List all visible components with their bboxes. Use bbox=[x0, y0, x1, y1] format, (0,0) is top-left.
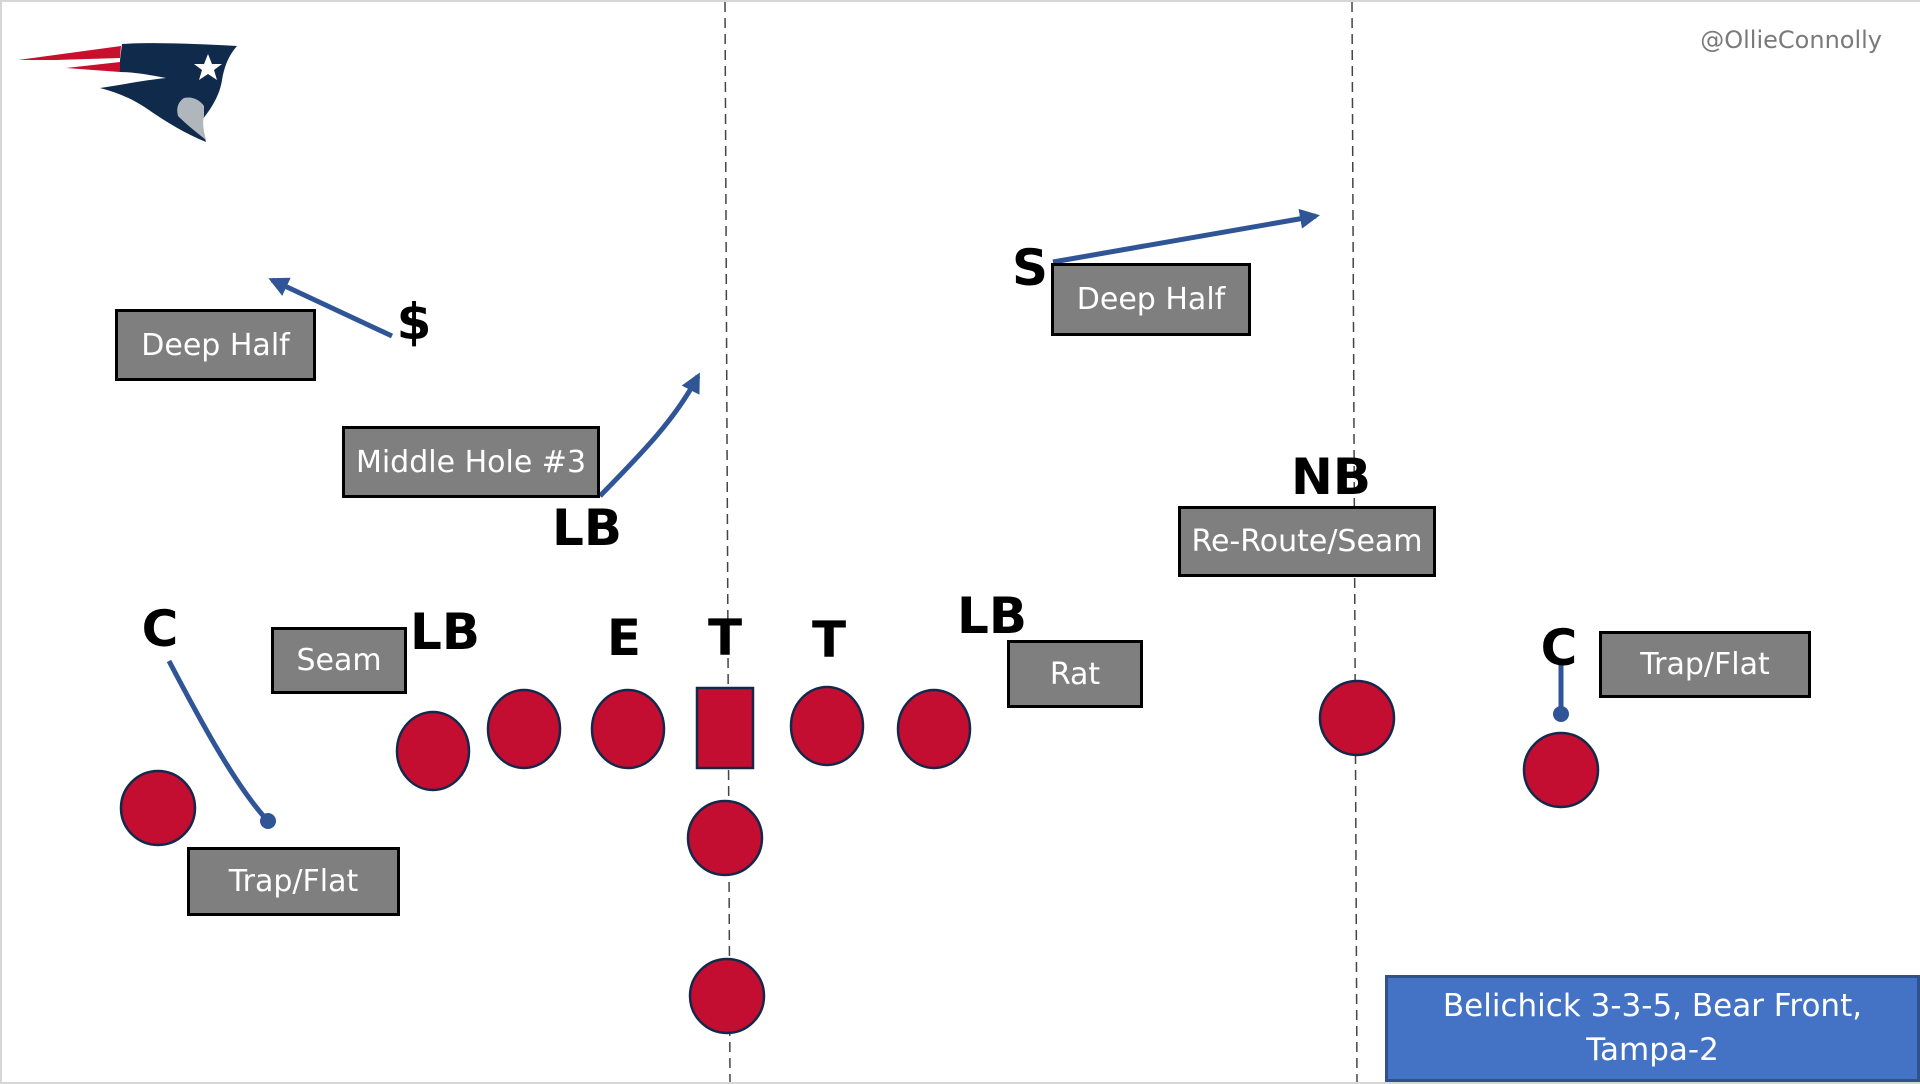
label-lb-middle: LB bbox=[552, 499, 622, 557]
patriots-logo-icon bbox=[18, 43, 237, 143]
label-corner-left: C bbox=[141, 600, 179, 658]
player-te bbox=[395, 710, 471, 792]
player-lt bbox=[486, 688, 562, 770]
diagram-title: Belichick 3-3-5, Bear Front, Tampa-2 bbox=[1385, 975, 1920, 1082]
label-safety: S bbox=[1011, 239, 1049, 297]
player-qb bbox=[686, 799, 764, 877]
label-dollar: $ bbox=[396, 293, 432, 351]
author-handle: @OllieConnolly bbox=[1700, 26, 1882, 54]
slide-top-border bbox=[0, 0, 1920, 2]
diagram-title-line2: Tampa-2 bbox=[1586, 1031, 1719, 1068]
label-tackle-right: T bbox=[811, 611, 847, 669]
route-arrow-dollar bbox=[268, 277, 394, 339]
route-arrow-safety bbox=[1052, 208, 1320, 265]
route-endpoint-dot-right bbox=[1553, 706, 1569, 722]
assignment-rat: Rat bbox=[1007, 640, 1143, 708]
label-lb-left: LB bbox=[410, 603, 480, 661]
route-corner-left bbox=[166, 659, 269, 822]
slide-left-border bbox=[0, 0, 2, 1084]
assignment-seam: Seam bbox=[271, 627, 407, 694]
diagram-title-line1: Belichick 3-3-5, Bear Front, bbox=[1442, 988, 1863, 1025]
player-center bbox=[695, 686, 755, 770]
offense-players bbox=[119, 679, 1600, 1035]
player-wr-left bbox=[119, 769, 197, 847]
label-lb-right: LB bbox=[957, 587, 1027, 645]
assignment-reroute-seam: Re-Route/Seam bbox=[1178, 506, 1436, 577]
player-slot bbox=[1318, 679, 1396, 757]
dashed-line-center bbox=[724, 1, 731, 1083]
assignment-deep-half-right: Deep Half bbox=[1051, 263, 1251, 336]
player-rt bbox=[896, 688, 972, 770]
assignment-trap-flat-left: Trap/Flat bbox=[187, 847, 400, 916]
dashed-line-right bbox=[1351, 1, 1358, 1083]
label-corner-right: C bbox=[1540, 619, 1578, 677]
route-endpoint-dot-left bbox=[260, 813, 276, 829]
label-end: E bbox=[606, 609, 642, 667]
label-nickel: NB bbox=[1291, 448, 1371, 506]
label-tackle-nose: T bbox=[707, 609, 743, 667]
player-lg bbox=[590, 688, 666, 770]
assignment-middle-hole: Middle Hole #3 bbox=[342, 426, 600, 498]
player-rg bbox=[789, 685, 865, 767]
player-rb bbox=[688, 957, 766, 1035]
player-wr-right bbox=[1522, 731, 1600, 809]
assignment-deep-half-left: Deep Half bbox=[115, 309, 316, 381]
slide-bottom-border bbox=[0, 1082, 1920, 1084]
assignment-trap-flat-right: Trap/Flat bbox=[1599, 631, 1811, 698]
route-arrow-middle-lb bbox=[598, 372, 701, 498]
